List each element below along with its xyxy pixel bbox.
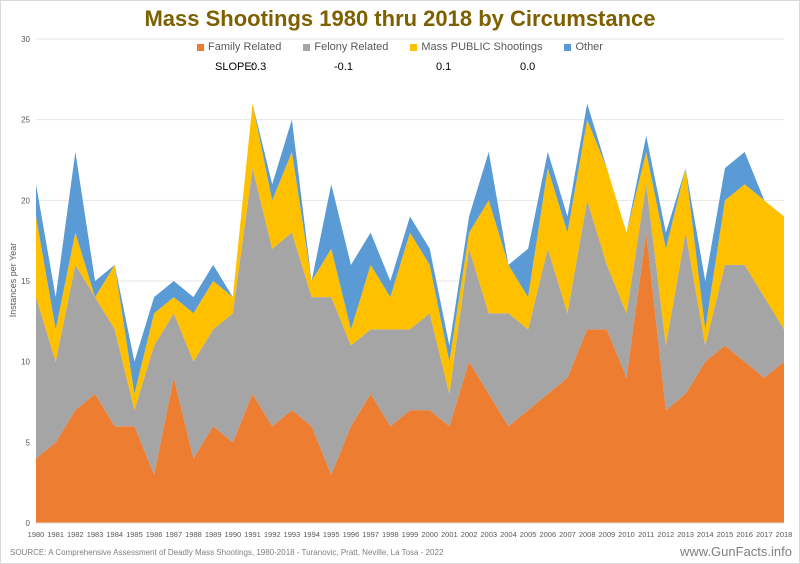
x-tick-label: 1997 xyxy=(362,530,379,539)
legend-swatch xyxy=(564,43,572,51)
x-tick-label: 1980 xyxy=(28,530,45,539)
chart-title: Mass Shootings 1980 thru 2018 by Circums… xyxy=(144,6,656,31)
legend-item-family: Family Related xyxy=(197,41,281,53)
slope-felony: -0.1 xyxy=(334,61,353,73)
legend-item-public: Mass PUBLIC Shootings xyxy=(410,41,542,53)
x-tick-label: 1994 xyxy=(303,530,320,539)
y-axis-label: Instances per Year xyxy=(8,242,18,318)
source-note: SOURCE: A Comprehensive Assessment of De… xyxy=(10,548,444,557)
x-tick-label: 2016 xyxy=(736,530,753,539)
x-tick-label: 2001 xyxy=(441,530,458,539)
y-tick-label: 0 xyxy=(26,519,31,528)
x-tick-label: 2010 xyxy=(618,530,635,539)
x-tick-label: 2012 xyxy=(658,530,675,539)
legend-swatch xyxy=(410,43,418,51)
legend-label: Other xyxy=(575,41,603,53)
x-tick-label: 1991 xyxy=(244,530,261,539)
x-tick-label: 1981 xyxy=(47,530,64,539)
site-watermark: www.GunFacts.info xyxy=(680,544,792,559)
x-tick-label: 2011 xyxy=(638,530,654,539)
area-family-related xyxy=(36,232,784,523)
legend-item-other: Other xyxy=(564,41,603,53)
x-tick-label: 1988 xyxy=(185,530,202,539)
x-tick-label: 2015 xyxy=(717,530,734,539)
legend-swatch xyxy=(197,43,205,51)
x-tick-label: 2003 xyxy=(480,530,497,539)
x-tick-label: 1985 xyxy=(126,530,143,539)
x-tick-label: 2014 xyxy=(697,530,714,539)
legend-label: Mass PUBLIC Shootings xyxy=(421,41,543,53)
x-tick-label: 1984 xyxy=(106,530,123,539)
area-mass-public-shootings xyxy=(36,103,784,411)
area-felony-related xyxy=(36,168,784,475)
x-tick-label: 2002 xyxy=(461,530,478,539)
x-tick-label: 1993 xyxy=(284,530,301,539)
legend-swatch xyxy=(303,43,311,51)
x-tick-label: 1992 xyxy=(264,530,281,539)
x-tick-label: 1995 xyxy=(323,530,340,539)
x-tick-label: 2018 xyxy=(776,530,793,539)
x-tick-label: 1987 xyxy=(165,530,182,539)
x-tick-label: 2013 xyxy=(677,530,694,539)
y-tick-label: 10 xyxy=(21,358,30,367)
x-tick-label: 1983 xyxy=(87,530,104,539)
slope-other: 0.0 xyxy=(520,61,536,73)
x-tick-label: 1989 xyxy=(205,530,222,539)
x-tick-label: 1998 xyxy=(382,530,399,539)
slope-family: 0.3 xyxy=(251,61,267,73)
legend: Family Related Felony Related Mass PUBLI… xyxy=(0,41,800,53)
legend-label: Felony Related xyxy=(314,41,389,53)
y-tick-label: 25 xyxy=(21,116,30,125)
x-tick-label: 2005 xyxy=(520,530,537,539)
legend-label: Family Related xyxy=(208,41,282,53)
x-tick-label: 2006 xyxy=(539,530,556,539)
y-tick-label: 30 xyxy=(21,35,30,44)
x-tick-label: 2004 xyxy=(500,530,517,539)
legend-item-felony: Felony Related xyxy=(303,41,388,53)
x-tick-label: 1999 xyxy=(402,530,419,539)
x-tick-label: 2009 xyxy=(598,530,615,539)
x-tick-label: 2007 xyxy=(559,530,576,539)
x-tick-label: 1990 xyxy=(224,530,241,539)
x-tick-label: 1986 xyxy=(146,530,163,539)
x-tick-label: 1996 xyxy=(343,530,360,539)
slope-label: SLOPE: xyxy=(215,61,255,73)
x-tick-label: 2017 xyxy=(756,530,773,539)
x-tick-label: 1982 xyxy=(67,530,84,539)
x-tick-label: 2008 xyxy=(579,530,596,539)
x-tick-label: 2000 xyxy=(421,530,438,539)
y-tick-label: 20 xyxy=(21,196,30,205)
y-tick-label: 15 xyxy=(21,277,30,286)
slope-public: 0.1 xyxy=(436,61,452,73)
y-tick-label: 5 xyxy=(26,438,31,447)
